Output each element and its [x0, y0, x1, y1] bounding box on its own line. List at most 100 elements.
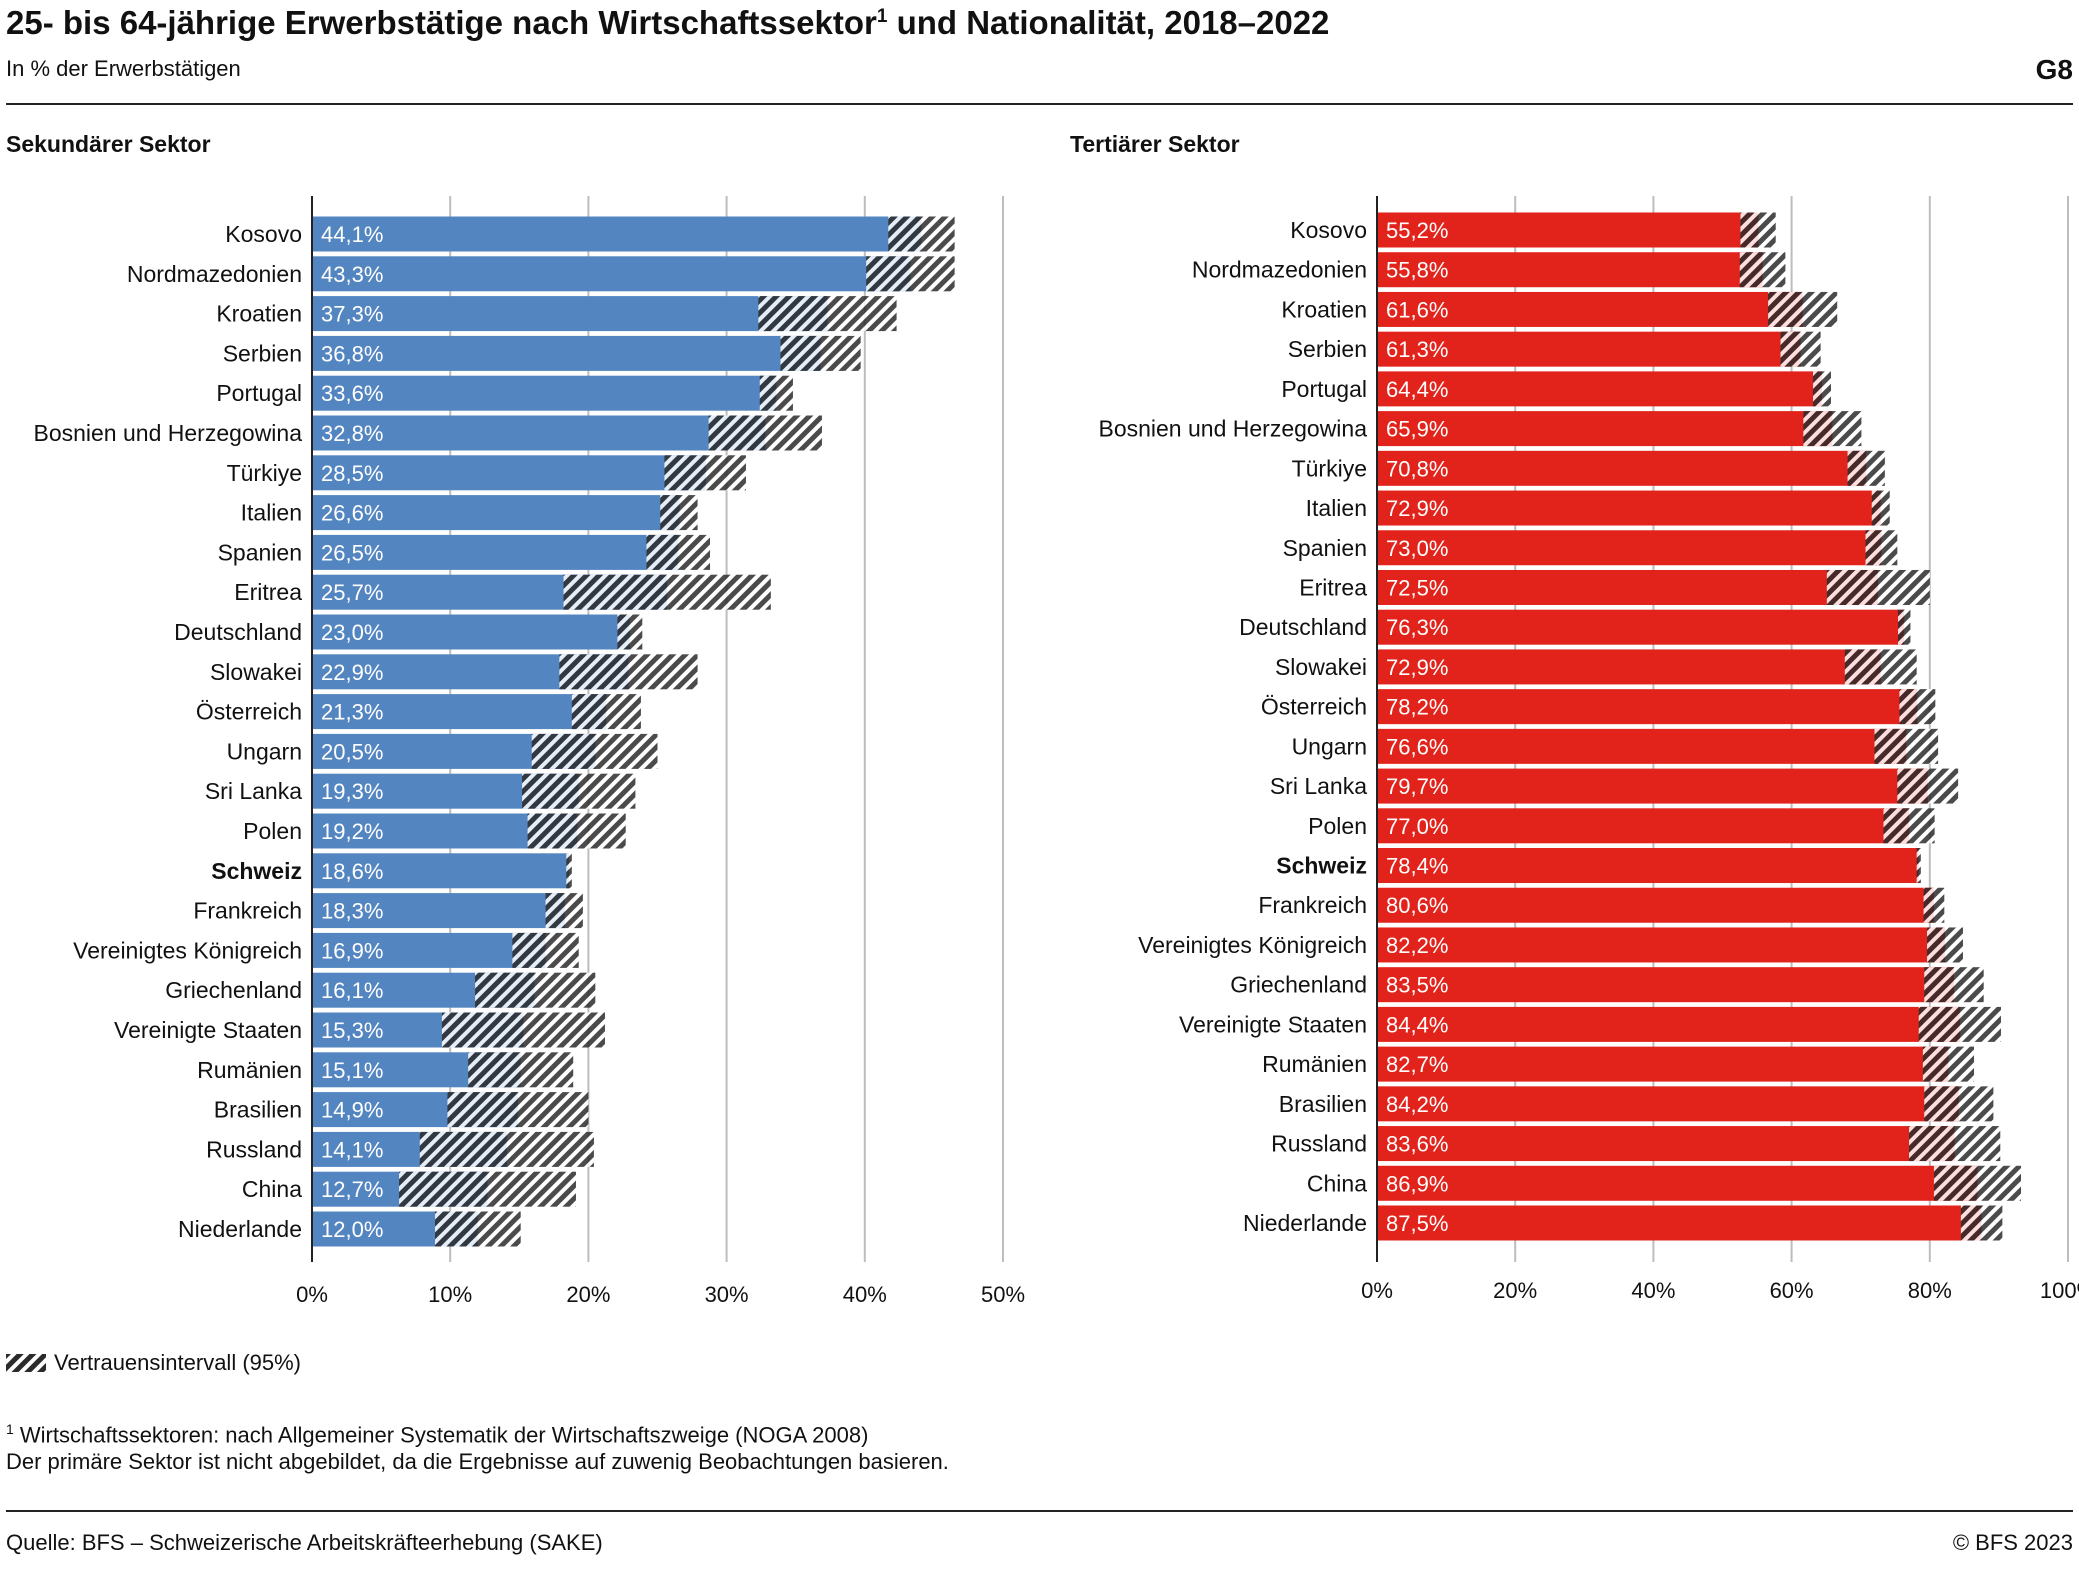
- data-label: 77,0%: [1386, 814, 1448, 839]
- bar: [1377, 927, 1946, 963]
- bar: [312, 853, 570, 889]
- data-label: 87,5%: [1386, 1211, 1448, 1236]
- confidence-interval: [1933, 1165, 2022, 1201]
- confidence-interval: [571, 694, 641, 730]
- category-label: Türkiye: [227, 460, 302, 486]
- bar: [1377, 1126, 1955, 1162]
- data-label: 76,6%: [1386, 734, 1448, 759]
- category-label: Vereinigte Staaten: [114, 1017, 302, 1043]
- confidence-interval: [888, 216, 955, 252]
- data-label: 15,1%: [321, 1058, 383, 1083]
- category-label: Serbien: [1288, 336, 1367, 362]
- data-label: 84,4%: [1386, 1012, 1448, 1037]
- data-label: 78,4%: [1386, 854, 1448, 879]
- category-label: Österreich: [1261, 694, 1367, 720]
- legend: Vertrauensintervall (95%): [6, 1350, 301, 1376]
- source-note: Quelle: BFS – Schweizerische Arbeitskräf…: [6, 1530, 603, 1555]
- data-label: 84,2%: [1386, 1092, 1448, 1117]
- data-label: 20,5%: [321, 739, 383, 764]
- confidence-interval: [780, 335, 861, 371]
- bar: [1377, 967, 1954, 1003]
- category-label: Slowakei: [1275, 654, 1367, 680]
- data-label: 16,9%: [321, 938, 383, 963]
- category-label: Eritrea: [234, 579, 302, 605]
- confidence-interval: [441, 1012, 605, 1048]
- confidence-interval: [475, 972, 596, 1008]
- category-label: Bosnien und Herzegowina: [1098, 416, 1367, 442]
- category-label: Portugal: [1281, 376, 1367, 402]
- confidence-interval: [1780, 331, 1821, 367]
- confidence-interval: [1739, 252, 1786, 288]
- category-label: Russland: [206, 1136, 302, 1162]
- category-label: China: [242, 1176, 302, 1202]
- data-label: 21,3%: [321, 700, 383, 725]
- footnote-line-1: 1 Wirtschaftssektoren: nach Allgemeiner …: [6, 1421, 869, 1448]
- bar: [1377, 848, 1919, 884]
- confidence-interval: [399, 1171, 576, 1207]
- confidence-interval: [1883, 808, 1935, 844]
- bar: [1377, 252, 1763, 288]
- bar: [1377, 411, 1833, 447]
- confidence-interval: [1740, 212, 1776, 248]
- category-label: Slowakei: [210, 659, 302, 685]
- category-label: Ungarn: [227, 738, 302, 764]
- category-label: Schweiz: [1276, 853, 1367, 879]
- bar: [312, 216, 922, 252]
- confidence-interval: [1871, 490, 1890, 526]
- data-label: 43,3%: [321, 262, 383, 287]
- category-label: Portugal: [216, 380, 302, 406]
- bar: [312, 534, 679, 570]
- category-label: Brasilien: [214, 1097, 302, 1123]
- confidence-interval: [1813, 371, 1831, 407]
- data-label: 14,1%: [321, 1137, 383, 1162]
- data-label: 25,7%: [321, 580, 383, 605]
- confidence-interval: [468, 1052, 574, 1088]
- x-tick-label: 20%: [1493, 1278, 1537, 1303]
- confidence-interval: [664, 455, 746, 491]
- confidence-interval: [447, 1092, 589, 1128]
- category-label: Spanien: [218, 539, 302, 565]
- category-label: Vereinigtes Königreich: [73, 937, 302, 963]
- x-tick-label: 30%: [705, 1282, 749, 1307]
- x-tick-label: 80%: [1908, 1278, 1952, 1303]
- bar: [1377, 609, 1905, 645]
- category-label: Österreich: [196, 699, 302, 725]
- data-label: 32,8%: [321, 421, 383, 446]
- bar: [312, 415, 766, 451]
- data-label: 79,7%: [1386, 774, 1448, 799]
- confidence-interval: [646, 534, 711, 570]
- bar: [1377, 212, 1759, 248]
- confidence-interval: [512, 932, 579, 968]
- category-label: Kosovo: [1290, 217, 1367, 243]
- footnote-marker: 1: [876, 6, 888, 27]
- category-label: Sri Lanka: [1270, 773, 1367, 799]
- data-label: 83,5%: [1386, 973, 1448, 998]
- confidence-interval: [1922, 1046, 1975, 1082]
- data-label: 33,6%: [321, 381, 383, 406]
- data-label: 26,6%: [321, 501, 383, 526]
- bar: [312, 375, 777, 411]
- bar: [1377, 689, 1918, 725]
- bar: [1377, 768, 1928, 804]
- bar: [1377, 808, 1910, 844]
- data-label: 16,1%: [321, 978, 383, 1003]
- bar: [1377, 569, 1878, 605]
- page-subtitle: In % der Erwerbstätigen: [6, 56, 241, 81]
- confidence-interval: [1865, 530, 1898, 566]
- footer-divider: [6, 1510, 2073, 1512]
- bar: [1377, 291, 1803, 327]
- category-label: Deutschland: [1239, 614, 1367, 640]
- confidence-interval: [1803, 411, 1862, 447]
- x-tick-label: 40%: [1631, 1278, 1675, 1303]
- bar: [312, 296, 828, 332]
- confidence-interval: [1960, 1205, 2003, 1241]
- bar: [1377, 1086, 1959, 1122]
- data-label: 78,2%: [1386, 695, 1448, 720]
- data-label: 72,9%: [1386, 655, 1448, 680]
- confidence-interval: [1874, 728, 1939, 764]
- category-label: Frankreich: [193, 898, 302, 924]
- category-label: Rumänien: [197, 1057, 302, 1083]
- data-label: 15,3%: [321, 1018, 383, 1043]
- confidence-interval: [1768, 291, 1838, 327]
- category-label: Vereinigtes Königreich: [1138, 932, 1367, 958]
